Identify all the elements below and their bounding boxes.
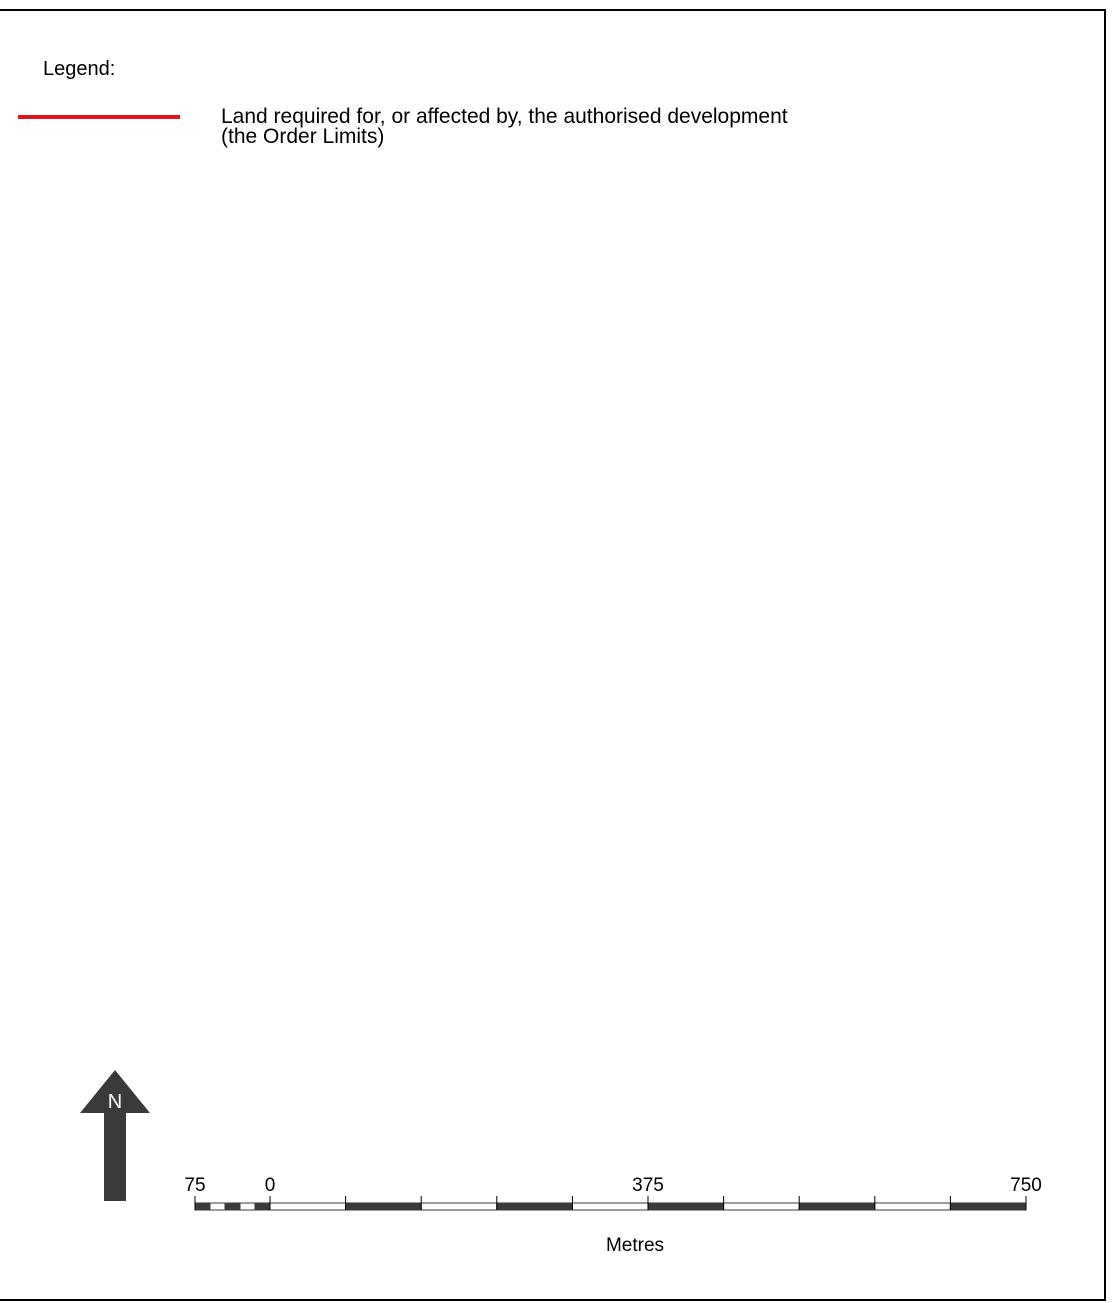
scale-bar: 75 0 375 750 Metres — [184, 1175, 1042, 1256]
scale-bar-segment — [496, 1202, 573, 1211]
scale-bar-segment — [798, 1202, 876, 1211]
scale-bar-segment — [269, 1202, 347, 1211]
scale-bar-ticks — [194, 1196, 1027, 1210]
legend-label-order-limits: Land required for, or affected by, the a… — [221, 105, 788, 148]
scale-bar-segment — [345, 1202, 422, 1211]
scale-bar-subsegment — [239, 1202, 256, 1211]
scale-bar-segment — [647, 1202, 725, 1211]
scale-bar-segment — [723, 1202, 800, 1211]
scale-bar-subsegment — [209, 1202, 226, 1211]
scale-bar-subsegment — [224, 1202, 241, 1211]
legend-swatch-order-limits — [18, 115, 180, 119]
north-arrow-head — [80, 1070, 150, 1113]
scale-tick-label-375: 375 — [632, 1175, 664, 1196]
north-arrow-icon: N — [80, 1070, 150, 1201]
legend-label-line-2: (the Order Limits) — [221, 125, 385, 148]
scale-tick-label-750: 750 — [1010, 1175, 1042, 1196]
scale-bar-segments — [194, 1202, 1027, 1211]
north-arrow-label: N — [108, 1091, 122, 1113]
north-arrow-shaft — [104, 1113, 126, 1201]
map-frame — [0, 9, 1106, 1301]
scale-tick-label-0: 0 — [265, 1175, 276, 1196]
legend-title: Legend: — [43, 58, 116, 80]
scale-unit-label: Metres — [606, 1235, 664, 1256]
scale-bar-subsegment — [194, 1202, 211, 1211]
scale-bar-segment — [420, 1202, 498, 1211]
scale-tick-label-75: 75 — [184, 1175, 205, 1196]
scale-bar-segment — [571, 1202, 649, 1211]
legend-label-line-1: Land required for, or affected by, the a… — [221, 105, 788, 128]
scale-bar-segment — [874, 1202, 951, 1211]
scale-bar-subsegment — [254, 1202, 271, 1211]
scale-bar-segment — [949, 1202, 1027, 1211]
